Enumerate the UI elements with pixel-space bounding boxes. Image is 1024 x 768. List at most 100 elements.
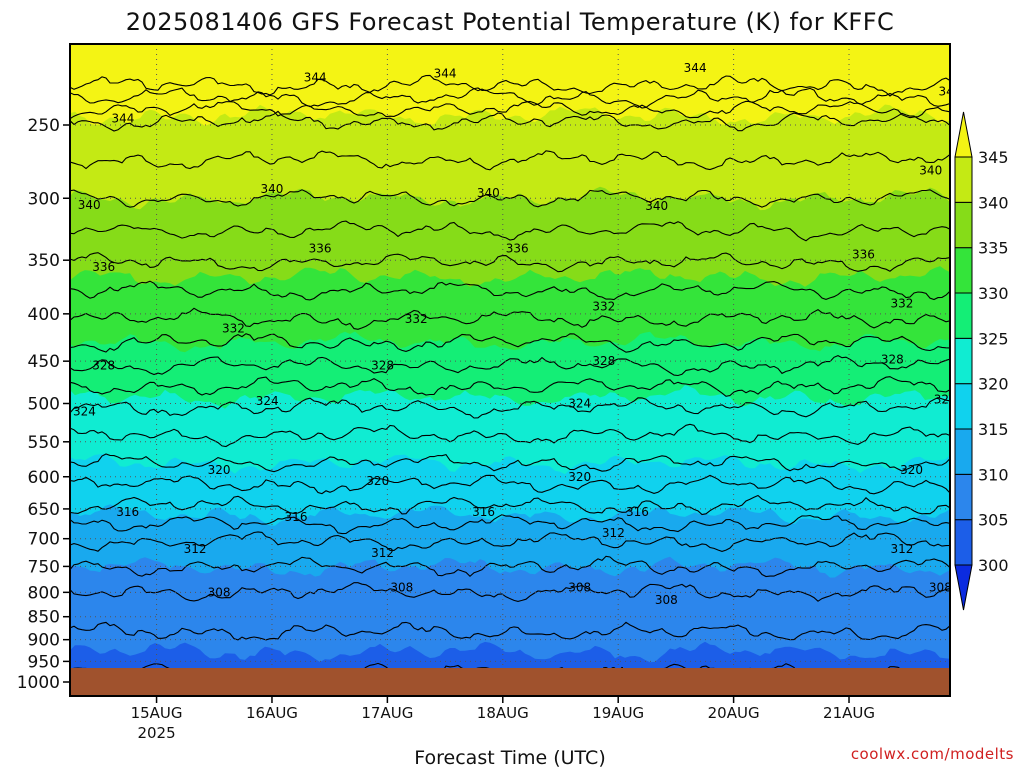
isentrope-338	[70, 220, 950, 242]
colorbar-tick-label: 335	[978, 239, 1009, 258]
y-tick-label: 250	[28, 116, 60, 136]
contour-label: 328	[881, 352, 904, 366]
x-tick-label: 17AUG	[361, 704, 413, 722]
contour-label: 344	[939, 84, 962, 98]
x-tick-label: 21AUG	[823, 704, 875, 722]
y-tick-label: 750	[28, 557, 60, 577]
x-tick-label: 20AUG	[708, 704, 760, 722]
x-axis-label: Forecast Time (UTC)	[414, 747, 605, 768]
y-tick-label: 650	[28, 500, 60, 520]
isentrope-320	[70, 453, 950, 473]
contour-label: 308	[568, 580, 591, 594]
x-tick-label: 15AUG	[131, 704, 183, 722]
x-tick-label: 18AUG	[477, 704, 529, 722]
colorbar-segment	[954, 247, 973, 294]
y-tick-label: 400	[28, 305, 60, 325]
colorbar-tick-label: 345	[978, 148, 1009, 167]
isentrope-350	[70, 74, 950, 97]
ground-surface	[70, 668, 950, 696]
colorbar-tick-label: 315	[978, 420, 1009, 439]
contour-label: 308	[208, 585, 231, 599]
contour-label: 332	[405, 312, 428, 326]
isentrope-342	[70, 150, 950, 171]
colorbar-tick-label: 320	[978, 375, 1009, 394]
colorbar-segment	[954, 337, 973, 385]
isentrope-334	[70, 280, 950, 301]
contour-label: 328	[371, 359, 394, 373]
contour-label: 324	[568, 397, 591, 411]
colorbar-segment	[954, 292, 973, 339]
isentrope-314	[70, 514, 950, 535]
y-tick-label: 450	[28, 352, 60, 372]
plot-frame	[69, 43, 951, 697]
colorbar-tick-label: 330	[978, 284, 1009, 303]
grid-lines	[70, 44, 950, 696]
contour-label: 340	[78, 198, 101, 212]
contour-label: 312	[602, 526, 625, 540]
colorbar-segment	[954, 519, 973, 566]
colorbar-segment	[954, 156, 973, 203]
contour-label: 316	[626, 505, 649, 519]
isentrope-316	[70, 494, 950, 516]
contour-label: 312	[184, 542, 207, 556]
y-tick-label: 300	[28, 189, 60, 209]
isentrope-344	[70, 110, 950, 132]
contour-label: 328	[92, 359, 115, 373]
contour-label: 308	[929, 580, 952, 594]
chart-title: 2025081406 GFS Forecast Potential Temper…	[126, 8, 895, 36]
contour-label: 308	[655, 593, 678, 607]
y-tick-label: 600	[28, 468, 60, 488]
isentrope-306	[70, 621, 950, 641]
colorbar-tick-label: 310	[978, 465, 1009, 484]
isentrope-326	[70, 376, 950, 397]
contour-label: 316	[116, 505, 139, 519]
isentrope-324	[70, 397, 950, 419]
colorbar-segment	[954, 428, 973, 475]
contour-label: 344	[111, 112, 134, 126]
contour-label: 336	[309, 242, 332, 256]
colorbar-segment	[954, 383, 973, 430]
colorbar-tick-label: 325	[978, 329, 1009, 348]
credit-link[interactable]: coolwx.com/modelts	[851, 745, 1014, 763]
y-tick-label: 950	[28, 652, 60, 672]
x-axis: 15AUG 2025 16AUG 17AUG 18AUG 19AUG 20AUG 21AUG	[131, 696, 875, 742]
contour-label: 316	[285, 510, 308, 524]
contour-label: 332	[592, 300, 615, 314]
y-tick-label: 800	[28, 583, 60, 603]
contour-label: 340	[919, 164, 942, 178]
plot-area: 344 344 344 344 344 340 340 340 340 340 336 336 336 3…	[70, 44, 962, 696]
contour-label: 324	[73, 404, 96, 418]
colorbar-segment	[954, 473, 973, 521]
contour-label: 336	[852, 247, 875, 261]
contour-label: 312	[371, 546, 394, 560]
x-tick-sublabel: 2025	[137, 724, 175, 742]
contour-label: 336	[506, 242, 529, 256]
colorbar-tick-label: 340	[978, 193, 1009, 212]
contour-label: 312	[890, 542, 913, 556]
contour-label: 340	[261, 182, 284, 196]
isentrope-328	[70, 354, 950, 377]
contour-label: 344	[684, 61, 707, 75]
y-tick-label: 550	[28, 433, 60, 453]
isentrope-318	[70, 474, 950, 495]
contour-label: 320	[208, 463, 231, 477]
contour-label: 332	[222, 322, 245, 336]
contour-label: 320	[900, 463, 923, 477]
contour-label: 316	[472, 505, 495, 519]
colorbar-tick-label: 305	[978, 511, 1009, 530]
contour-label: 320	[366, 474, 389, 488]
y-tick-label: 1000	[17, 673, 60, 693]
x-tick-label: 19AUG	[592, 704, 644, 722]
isentrope-308	[70, 582, 950, 602]
isentrope-348	[70, 87, 950, 109]
colorbar-segment	[954, 201, 973, 249]
contour-label: 344	[304, 70, 327, 84]
contour-label: 340	[645, 199, 668, 213]
contour-label: 344	[434, 67, 457, 81]
contour-label: 332	[890, 297, 913, 311]
x-tick-label: 16AUG	[246, 704, 298, 722]
contour-label: 324	[256, 394, 279, 408]
band-above-345	[70, 44, 950, 126]
isentrope-346	[70, 100, 950, 120]
